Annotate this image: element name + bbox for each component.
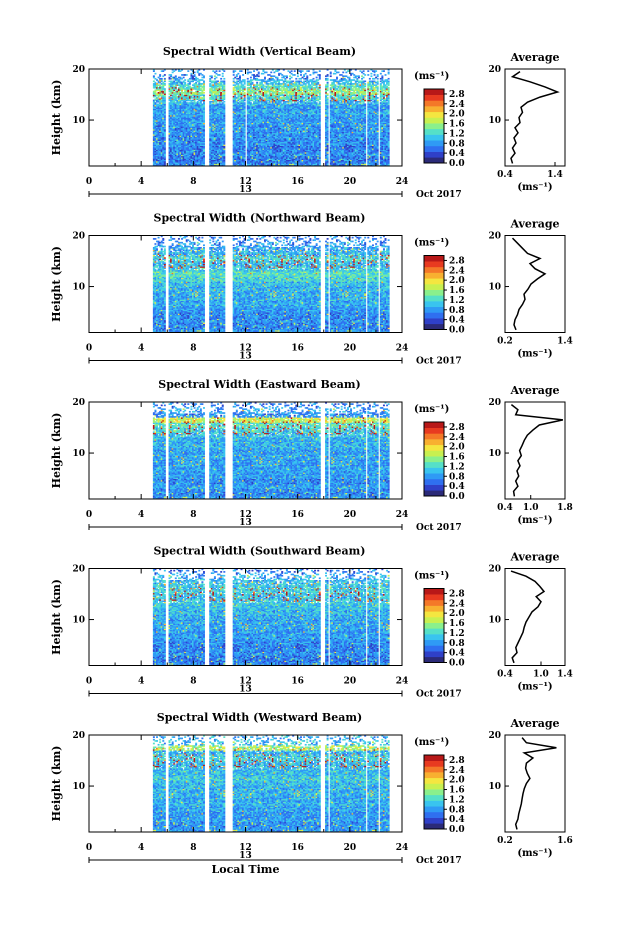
heatmap-cell: [164, 83, 166, 85]
heatmap-cell: [154, 73, 156, 75]
heatmap-cell: [187, 70, 189, 72]
heatmap-cell: [183, 77, 185, 79]
heatmap-cell: [170, 74, 172, 76]
spectral-width-figure: Spectral Width (Vertical Beam)1020Height…: [0, 0, 624, 929]
heatmap-cell: [175, 75, 177, 77]
heatmap-cell: [186, 74, 188, 76]
heatmap-cell: [153, 75, 155, 77]
heatmap-cell: [161, 78, 163, 80]
heatmap-cell: [164, 78, 166, 80]
heatmap-cell: [159, 74, 161, 76]
heatmap-cell: [164, 74, 166, 76]
heatmap-cell: [184, 82, 186, 84]
panel-title: Spectral Width (Vertical Beam): [163, 45, 356, 58]
heatmap-cell: [184, 79, 186, 81]
heatmap-cell: [164, 88, 166, 90]
panel-0: Spectral Width (Vertical Beam)1020Height…: [50, 45, 565, 200]
heatmap-cells: [153, 69, 390, 166]
